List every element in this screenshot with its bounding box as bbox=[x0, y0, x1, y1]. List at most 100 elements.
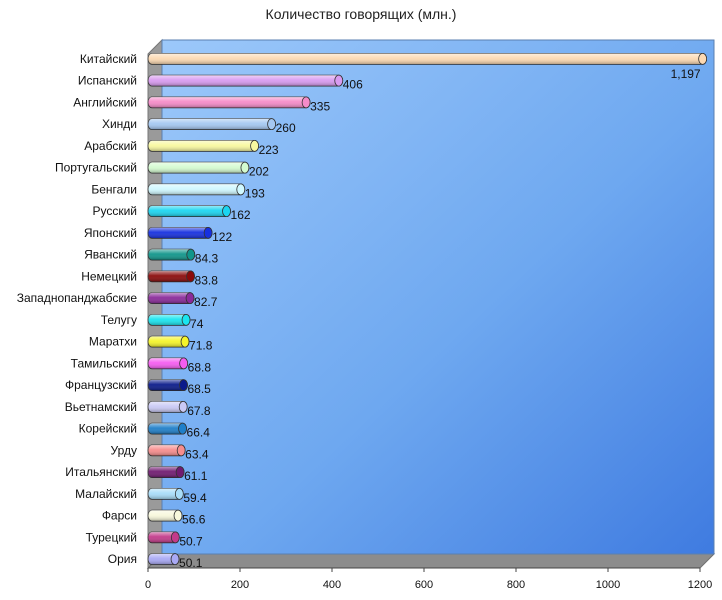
bar bbox=[147, 531, 180, 544]
bar-shading bbox=[148, 379, 188, 391]
category-label: Яванский bbox=[84, 248, 137, 262]
bar-shading bbox=[148, 183, 245, 195]
bar-cap bbox=[222, 205, 231, 218]
bar bbox=[147, 161, 250, 174]
bar-cap bbox=[179, 379, 188, 392]
back-wall bbox=[161, 39, 715, 555]
bar-shading bbox=[148, 205, 231, 217]
bar-cap bbox=[170, 553, 180, 566]
category-label: Арабский bbox=[84, 139, 137, 153]
bar bbox=[147, 292, 195, 305]
data-label: 66.4 bbox=[187, 426, 211, 440]
bar-shading bbox=[148, 423, 187, 435]
bar-cap bbox=[176, 444, 186, 457]
data-label: 82.7 bbox=[194, 295, 218, 309]
bar bbox=[147, 357, 189, 370]
x-tick-label: 600 bbox=[415, 579, 433, 591]
category-label: Тамильский bbox=[71, 356, 137, 370]
bar bbox=[147, 118, 277, 131]
category-label: Хинди bbox=[102, 117, 137, 131]
bar-cap bbox=[170, 531, 180, 544]
category-label: Английский bbox=[73, 95, 137, 109]
data-label: 335 bbox=[310, 99, 330, 113]
bar-shading bbox=[148, 466, 185, 478]
data-label: 59.4 bbox=[183, 491, 207, 505]
bar bbox=[147, 74, 344, 87]
bars bbox=[147, 52, 708, 566]
bar-shading bbox=[148, 96, 311, 108]
bar-shading bbox=[148, 314, 191, 326]
bar bbox=[147, 52, 708, 65]
x-tick-label: 400 bbox=[323, 579, 341, 591]
category-label: Бенгали bbox=[91, 182, 137, 196]
data-label: 202 bbox=[249, 165, 269, 179]
bar-shading bbox=[148, 227, 213, 239]
data-label: 223 bbox=[259, 143, 279, 157]
bar bbox=[147, 96, 311, 109]
data-labels: 1,197 406 335 260 223 202 193 162 122 84.3 83.8 82.… bbox=[179, 67, 701, 570]
x-tick-label: 800 bbox=[507, 579, 525, 591]
category-label: Итальянский bbox=[65, 465, 137, 479]
bar-shading bbox=[148, 488, 184, 500]
category-label: Русский bbox=[92, 204, 137, 218]
data-label: 260 bbox=[276, 121, 296, 135]
bar-cap bbox=[236, 183, 246, 196]
bar-shading bbox=[148, 118, 276, 130]
category-label: Западнопанджабские bbox=[17, 291, 138, 305]
floor bbox=[146, 553, 716, 569]
bar-shading bbox=[148, 401, 188, 413]
bar bbox=[147, 400, 188, 413]
category-label: Корейский bbox=[79, 422, 137, 436]
bar-shading bbox=[148, 140, 259, 152]
category-label: Малайский bbox=[75, 487, 137, 501]
data-label: 193 bbox=[245, 186, 265, 200]
data-label: 83.8 bbox=[195, 273, 219, 287]
category-label: Испанский bbox=[78, 74, 137, 88]
category-labels: Китайский Испанский Английский Хинди Арабски… bbox=[17, 52, 138, 566]
bar-cap bbox=[250, 139, 259, 152]
bar-shading bbox=[148, 292, 195, 304]
data-label: 74 bbox=[190, 317, 204, 331]
data-label: 68.5 bbox=[188, 382, 212, 396]
data-label: 68.8 bbox=[188, 360, 212, 374]
category-label: Телугу bbox=[101, 313, 137, 327]
bar-shading bbox=[148, 357, 188, 369]
bar bbox=[147, 509, 183, 522]
data-label: 67.8 bbox=[187, 404, 211, 418]
bar-cap bbox=[186, 248, 196, 261]
category-label: Фарси bbox=[102, 509, 137, 523]
bar-shading bbox=[148, 336, 190, 348]
data-label: 84.3 bbox=[195, 252, 219, 266]
category-label: Немецкий bbox=[81, 269, 137, 283]
bar-shading bbox=[148, 75, 343, 87]
category-label: Ория bbox=[108, 552, 137, 566]
category-label: Китайский bbox=[80, 52, 137, 66]
bar-cap bbox=[334, 74, 344, 87]
x-tick-label: 1200 bbox=[688, 579, 712, 591]
bar bbox=[147, 313, 191, 326]
category-label: Урду bbox=[111, 443, 137, 457]
bar-shading bbox=[148, 270, 195, 282]
bar-shading bbox=[148, 162, 249, 174]
bar-cap bbox=[203, 226, 213, 239]
bar-cap bbox=[179, 357, 189, 370]
data-label: 63.4 bbox=[185, 447, 209, 461]
x-tick-label: 200 bbox=[231, 579, 249, 591]
category-label: Французский bbox=[65, 378, 137, 392]
bar bbox=[147, 444, 186, 457]
bar-cap bbox=[181, 313, 191, 326]
bar bbox=[147, 466, 185, 479]
category-label: Японский bbox=[84, 226, 137, 240]
bar bbox=[147, 270, 195, 283]
data-label: 56.6 bbox=[182, 513, 206, 527]
category-label: Вьетнамский bbox=[65, 400, 137, 414]
bar bbox=[147, 139, 259, 152]
bar bbox=[147, 335, 190, 348]
bar-cap bbox=[240, 161, 250, 174]
x-tick-label: 0 bbox=[145, 579, 151, 591]
bar-cap bbox=[178, 422, 187, 435]
bar bbox=[147, 205, 231, 218]
plot-area bbox=[146, 38, 716, 570]
bar-cap bbox=[173, 509, 183, 522]
